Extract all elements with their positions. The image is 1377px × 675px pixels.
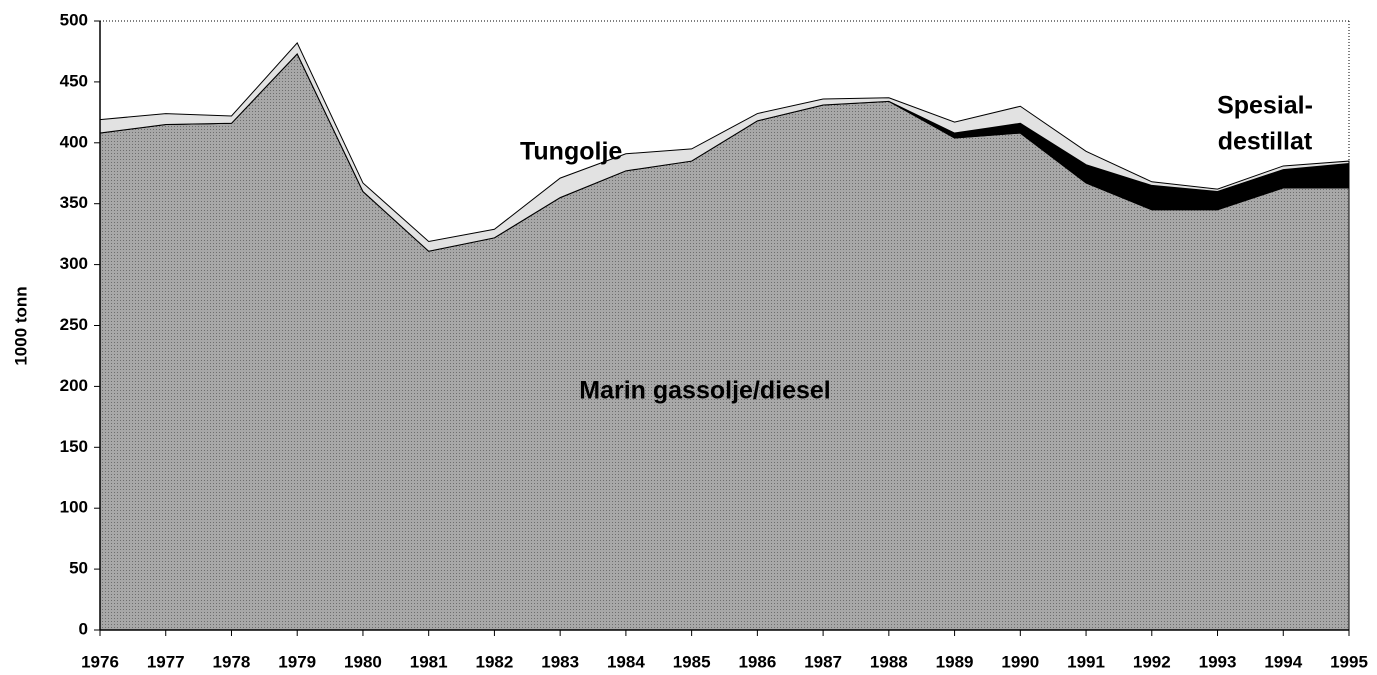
y-tick-label: 150 — [60, 437, 88, 456]
x-tick-label: 1977 — [147, 652, 185, 671]
x-tick-label: 1982 — [476, 652, 514, 671]
y-tick-label: 0 — [79, 619, 88, 638]
x-tick-label: 1984 — [607, 652, 645, 671]
y-tick-label: 250 — [60, 315, 88, 334]
x-tick-label: 1978 — [213, 652, 251, 671]
y-tick-label: 500 — [60, 10, 88, 29]
annotation: destillat — [1218, 128, 1313, 156]
x-tick-label: 1980 — [344, 652, 382, 671]
y-tick-label: 50 — [69, 559, 88, 578]
x-tick-label: 1994 — [1264, 652, 1302, 671]
y-tick-label: 400 — [60, 132, 88, 151]
x-tick-label: 1983 — [541, 652, 579, 671]
x-tick-label: 1979 — [278, 652, 316, 671]
y-axis-label: 1000 tonn — [11, 286, 30, 365]
x-tick-label: 1976 — [81, 652, 119, 671]
y-tick-label: 350 — [60, 193, 88, 212]
x-tick-label: 1981 — [410, 652, 448, 671]
area — [99, 42, 1350, 252]
y-tick-label: 300 — [60, 254, 88, 273]
annotation: Spesial- — [1217, 92, 1313, 120]
annotation: Tungolje — [520, 138, 622, 166]
x-tick-label: 1991 — [1067, 652, 1105, 671]
x-tick-label: 1986 — [738, 652, 776, 671]
x-tick-label: 1988 — [870, 652, 908, 671]
x-tick-label: 1985 — [673, 652, 711, 671]
y-tick-label: 450 — [60, 71, 88, 90]
x-tick-label: 1987 — [804, 652, 842, 671]
annotation: Marin gassolje/diesel — [579, 377, 831, 405]
y-tick-label: 100 — [60, 498, 88, 517]
x-tick-label: 1992 — [1133, 652, 1171, 671]
x-tick-label: 1993 — [1199, 652, 1237, 671]
x-tick-label: 1989 — [936, 652, 974, 671]
y-tick-label: 200 — [60, 376, 88, 395]
x-tick-label: 1995 — [1330, 652, 1368, 671]
x-tick-label: 1990 — [1001, 652, 1039, 671]
